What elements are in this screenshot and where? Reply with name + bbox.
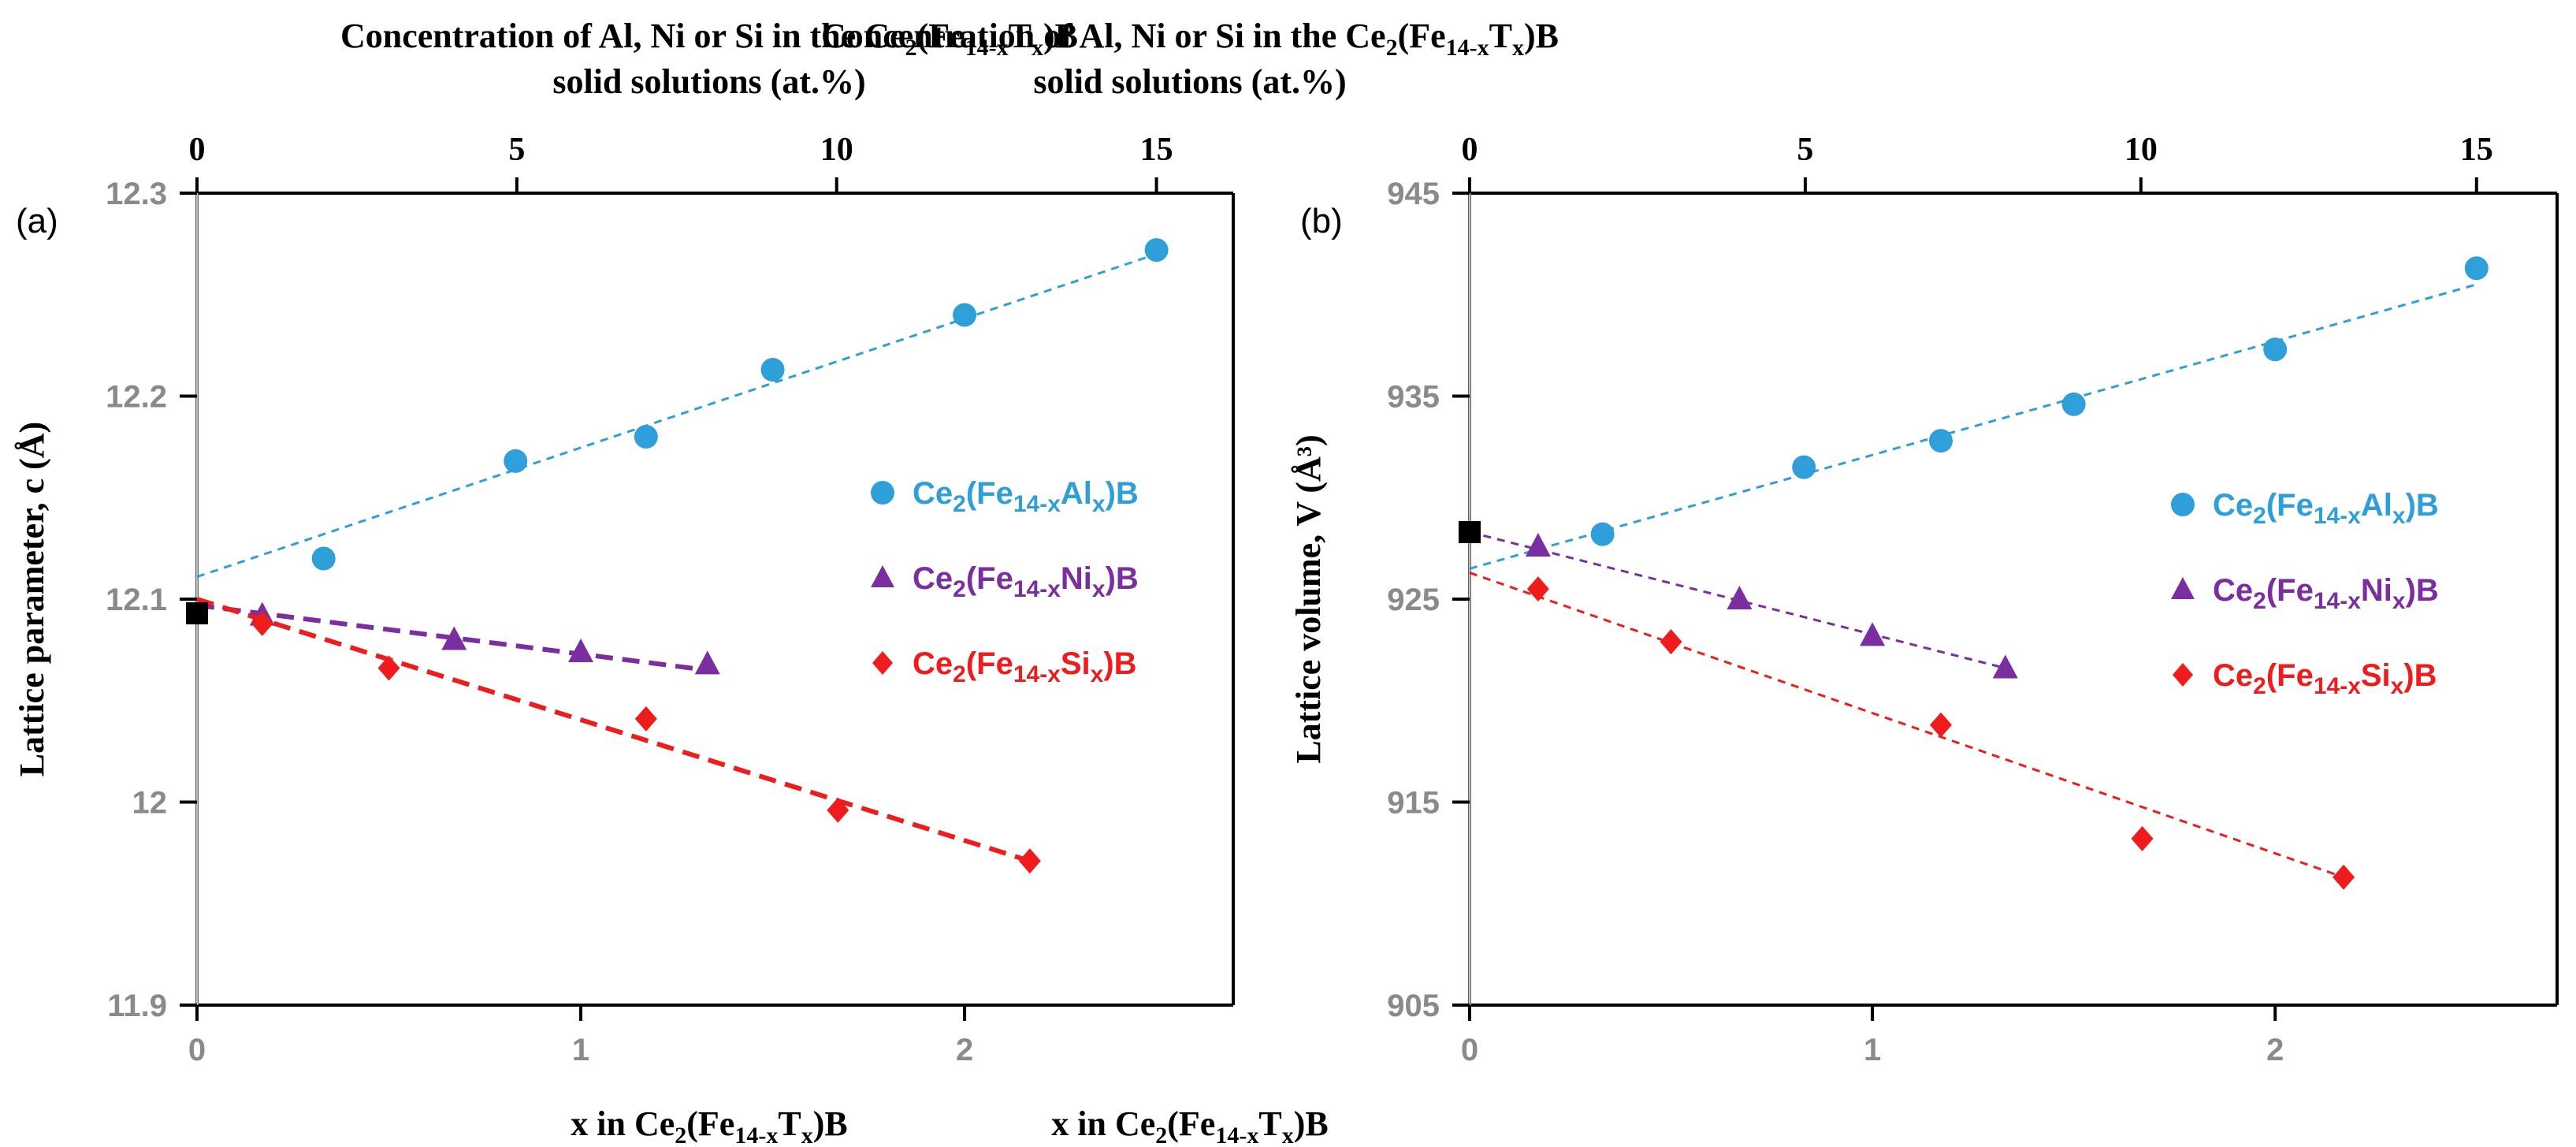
data-point-ni (441, 626, 467, 650)
data-point-ni (568, 638, 594, 662)
panel-label: (a) (16, 202, 58, 240)
chart-panel-b: 905 915 925 935 945 0 1 2 0 5 10 15 Concentration of… (821, 17, 2559, 1147)
data-point-al (2464, 256, 2489, 281)
y-tick-label: 925 (1387, 583, 1440, 617)
x-tick-label: 1 (1864, 1033, 1881, 1067)
data-point-al (2061, 392, 2086, 416)
data-point-ni (1992, 654, 2018, 679)
y-axis-title: Lattice volume, V (Å³) (1289, 434, 1328, 763)
data-point-ni (1525, 533, 1551, 557)
data-point-al (1144, 238, 1169, 263)
x-tick-label: 2 (956, 1033, 973, 1067)
top-axis-subtitle: solid solutions (at.%) (1033, 62, 1346, 101)
x-tick-label: 0 (1461, 1033, 1478, 1067)
legend-marker-si (872, 651, 893, 675)
legend-label-al: Ce2(Fe14-xAlx)B (913, 476, 1139, 517)
data-point-al (311, 546, 336, 571)
panel-label: (b) (1300, 202, 1343, 240)
y-tick-label: 12 (132, 786, 168, 821)
data-point-ni (1860, 622, 1886, 646)
legend-marker-al (2171, 493, 2195, 516)
y-tick-label: 915 (1387, 786, 1440, 821)
top-tick-label: 5 (508, 132, 525, 168)
data-point-si (2333, 864, 2355, 890)
legend-marker-si (2173, 663, 2193, 687)
data-point-al (1792, 455, 1816, 479)
data-point-si (827, 797, 849, 823)
reference-point (1459, 521, 1481, 544)
data-point-al (504, 449, 528, 473)
x-tick-label: 2 (2266, 1033, 2284, 1067)
y-tick-label: 11.9 (107, 989, 167, 1023)
data-point-si (634, 706, 657, 732)
top-tick-label: 15 (1140, 132, 1173, 168)
data-point-si (2131, 825, 2154, 851)
legend-label-ni: Ce2(Fe14-xNix)B (913, 561, 1139, 602)
data-point-al (1929, 429, 1953, 453)
data-point-si (1018, 848, 1041, 874)
top-tick-label: 0 (1462, 132, 1478, 168)
top-tick-label: 10 (820, 132, 853, 168)
y-tick-label: 905 (1387, 989, 1440, 1023)
y-tick-label: 12.1 (106, 583, 167, 617)
data-point-si (1526, 576, 1549, 602)
top-tick-label: 10 (2124, 132, 2158, 168)
data-point-si (377, 655, 400, 681)
y-tick-label: 12.2 (106, 380, 167, 415)
legend-marker-al (871, 481, 894, 505)
y-axis-title: Lattice parameter, c (Å) (13, 422, 51, 776)
fit-line-al (1469, 283, 2477, 570)
top-tick-label: 0 (189, 132, 206, 168)
top-tick-label: 5 (1797, 132, 1813, 168)
x-tick-label: 0 (188, 1033, 206, 1067)
x-axis-title: x in Ce2(Fe14-xTx)B (1051, 1104, 1328, 1147)
data-point-si (1930, 712, 1952, 738)
y-tick-label: 12.3 (106, 177, 167, 211)
top-axis-subtitle: solid solutions (at.%) (552, 62, 865, 101)
top-axis-title: Concentration of Al, Ni or Si in the Ce2… (340, 17, 1078, 61)
top-tick-label: 15 (2460, 132, 2493, 168)
data-point-al (1590, 522, 1615, 546)
data-point-al (953, 303, 977, 327)
data-point-al (2263, 337, 2288, 362)
data-point-al (760, 358, 785, 382)
fit-line-si (196, 597, 1031, 864)
fit-line-si (1469, 572, 2344, 879)
data-point-ni (1727, 586, 1753, 609)
data-point-al (634, 425, 658, 449)
y-tick-label: 935 (1387, 380, 1440, 415)
legend-label-al: Ce2(Fe14-xAlx)B (2213, 488, 2439, 529)
fit-line-al (196, 252, 1158, 579)
legend-label-si: Ce2(Fe14-xSix)B (913, 646, 1137, 687)
x-axis-title: x in Ce2(Fe14-xTx)B (571, 1104, 847, 1147)
data-point-si (251, 610, 273, 636)
legend-label-ni: Ce2(Fe14-xNix)B (2213, 573, 2439, 614)
data-point-ni (694, 650, 720, 675)
y-tick-label: 945 (1387, 177, 1440, 211)
legend-marker-ni (871, 565, 894, 587)
legend-label-si: Ce2(Fe14-xSix)B (2213, 658, 2437, 699)
top-axis-title: Concentration of Al, Ni or Si in the Ce2… (821, 17, 1559, 61)
data-point-si (1660, 629, 1682, 655)
legend-marker-ni (2171, 577, 2195, 599)
x-tick-label: 1 (572, 1033, 589, 1067)
reference-point (186, 602, 208, 625)
